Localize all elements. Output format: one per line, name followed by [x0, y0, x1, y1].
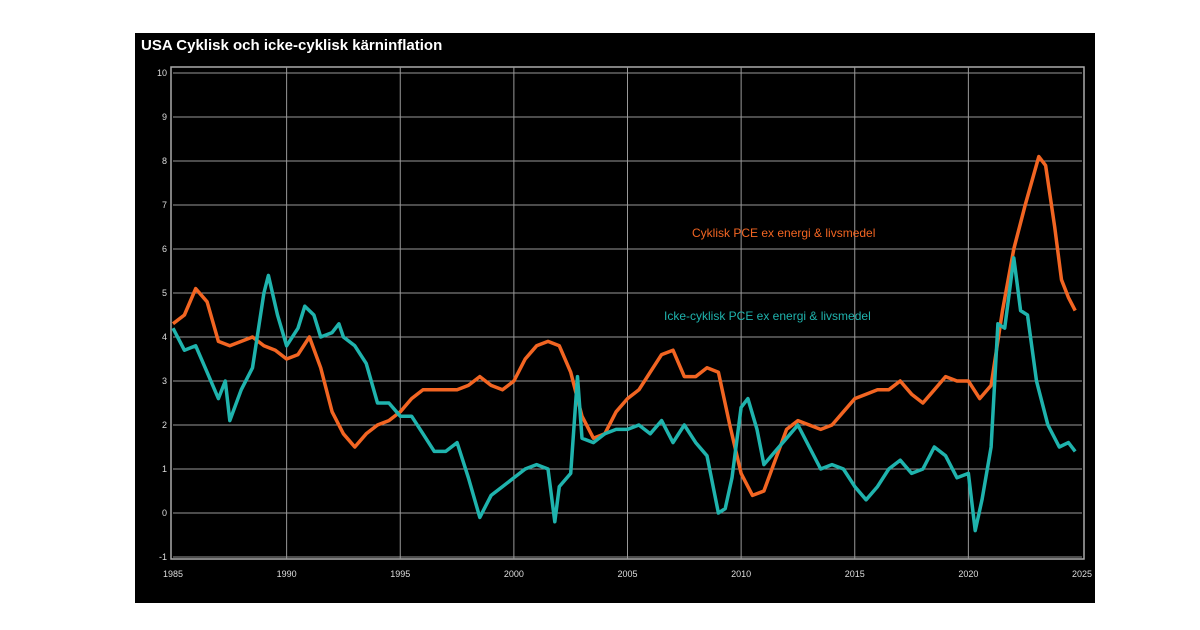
x-tick-label: 2025 [1072, 569, 1092, 579]
series-lines [171, 154, 1077, 533]
x-tick-label: 1985 [163, 569, 183, 579]
y-tick-label: 9 [162, 112, 167, 122]
y-tick-label: 0 [162, 508, 167, 518]
chart-title: USA Cyklisk och icke-cyklisk kärninflati… [141, 37, 443, 54]
series-label-noncyclical: Icke-cyklisk PCE ex energi & livsmedel [664, 309, 871, 323]
series-label-cyclical: Cyklisk PCE ex energi & livsmedel [692, 226, 875, 240]
x-tick-label: 2000 [504, 569, 524, 579]
y-tick-label: 4 [162, 332, 167, 342]
y-tick-label: 1 [162, 464, 167, 474]
x-tick-label: 1990 [277, 569, 297, 579]
y-tick-label: 2 [162, 420, 167, 430]
y-tick-label: 6 [162, 244, 167, 254]
chart-background [135, 33, 1095, 603]
grid [170, 66, 1085, 560]
y-tick-label: 7 [162, 200, 167, 210]
series-line-cyclical [171, 154, 1077, 498]
y-tick-label: 10 [157, 68, 167, 78]
x-tick-label: 2005 [617, 569, 637, 579]
series-line-noncyclical [171, 256, 1077, 533]
x-tick-label: 1995 [390, 569, 410, 579]
y-tick-label: 5 [162, 288, 167, 298]
tick-labels: -1 0 1 2 3 4 5 6 7 8 9 10 1985 1990 1995 2000 2005 2010 20… [157, 68, 1092, 579]
y-tick-label: 3 [162, 376, 167, 386]
x-tick-label: 2015 [845, 569, 865, 579]
x-tick-label: 2020 [958, 569, 978, 579]
y-tick-label: 8 [162, 156, 167, 166]
x-tick-label: 2010 [731, 569, 751, 579]
y-tick-label: -1 [159, 552, 167, 562]
